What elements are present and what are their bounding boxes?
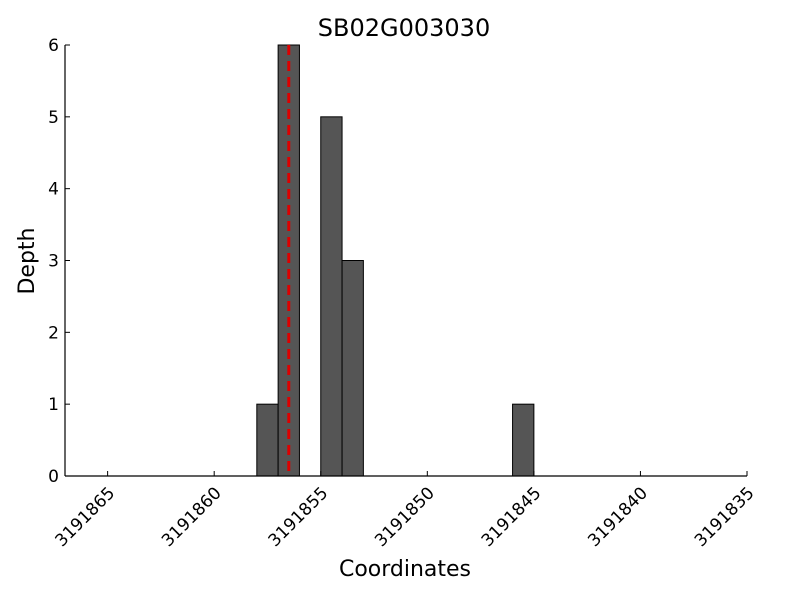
x-tick-label: 3191845 [478,483,546,551]
x-tick-label: 3191860 [158,483,226,551]
x-axis-label: Coordinates [339,557,471,582]
x-tick-label: 3191850 [371,483,439,551]
x-tick-label: 3191840 [584,483,652,551]
y-tick-label: 5 [48,108,59,128]
y-tick-label: 1 [48,395,59,415]
y-tick-label: 2 [48,323,59,343]
y-axis-label: Depth [15,227,40,294]
x-tick-label: 3191865 [51,483,119,551]
bar [512,403,535,477]
y-tick-label: 3 [48,252,59,272]
bar [341,260,364,477]
x-tick-label: 3191855 [265,483,333,551]
y-tick-label: 4 [48,180,59,200]
y-tick-label: 0 [48,467,59,487]
bar [320,116,343,477]
bar [256,403,279,477]
x-tick-label: 3191835 [691,483,759,551]
chart-title: SB02G003030 [318,14,490,42]
y-tick-label: 6 [48,36,59,56]
